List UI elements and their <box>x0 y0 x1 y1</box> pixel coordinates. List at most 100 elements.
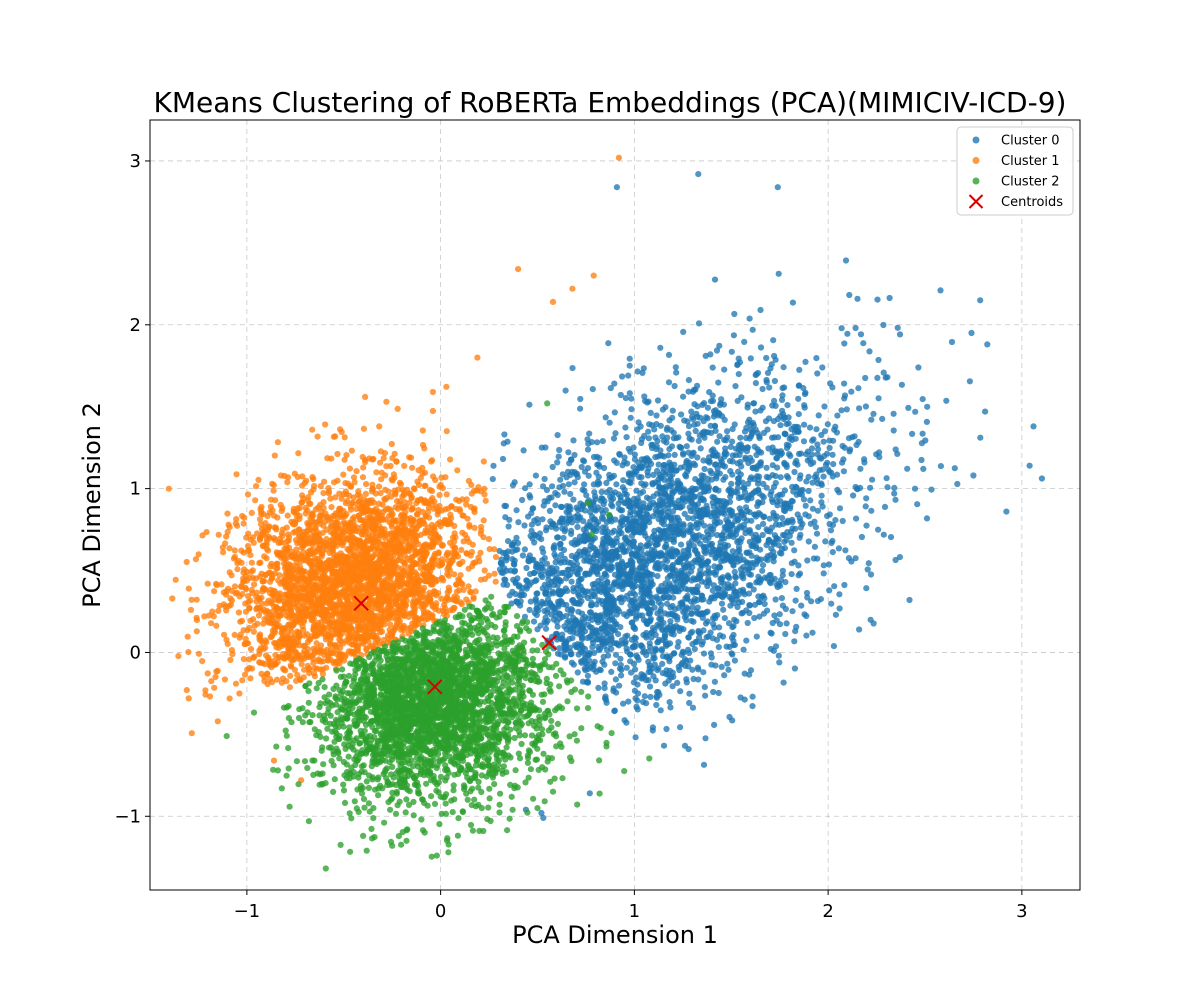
data-point <box>645 465 652 472</box>
data-point <box>654 573 661 580</box>
data-point <box>600 501 607 508</box>
data-point <box>608 645 615 653</box>
data-point <box>580 518 587 525</box>
data-point <box>687 507 694 515</box>
data-point <box>824 459 831 466</box>
data-point <box>643 494 651 501</box>
data-point <box>970 472 977 479</box>
data-point <box>570 496 577 503</box>
data-point <box>613 538 620 546</box>
data-point <box>551 568 558 576</box>
data-point <box>829 384 836 391</box>
data-point <box>738 509 745 516</box>
data-point <box>951 465 958 472</box>
data-point <box>251 581 258 588</box>
data-point <box>568 539 575 547</box>
data-point <box>610 685 617 692</box>
data-point <box>578 598 585 605</box>
data-point <box>887 534 895 541</box>
data-point <box>968 329 975 337</box>
data-point <box>506 592 513 599</box>
data-point <box>821 403 828 410</box>
data-point <box>686 690 693 697</box>
data-point <box>550 590 557 597</box>
data-point <box>826 468 833 475</box>
data-point <box>677 724 684 731</box>
data-point <box>538 572 545 579</box>
data-point <box>835 545 843 552</box>
data-point <box>797 524 805 531</box>
data-point <box>783 421 790 428</box>
data-point <box>616 608 623 615</box>
data-point <box>700 761 708 768</box>
data-point <box>277 472 285 479</box>
data-point <box>746 571 753 578</box>
data-point <box>737 694 744 701</box>
data-point <box>840 468 848 475</box>
data-point <box>505 523 512 530</box>
data-point <box>713 636 721 644</box>
data-point <box>919 430 926 437</box>
data-point <box>572 554 579 561</box>
data-point <box>711 512 718 519</box>
data-point <box>538 598 546 606</box>
data-point <box>875 356 882 364</box>
data-point <box>726 574 733 582</box>
data-point <box>749 326 756 333</box>
data-point <box>685 552 692 559</box>
data-point <box>671 451 678 458</box>
data-point <box>520 447 527 454</box>
data-point <box>255 476 262 483</box>
data-point <box>554 623 561 630</box>
data-point <box>621 459 628 466</box>
data-point <box>646 662 653 669</box>
data-point <box>721 615 728 622</box>
data-point <box>836 605 843 612</box>
data-point <box>719 532 726 539</box>
data-point <box>866 348 873 355</box>
data-point <box>659 514 666 521</box>
data-point <box>767 629 774 636</box>
data-point <box>735 446 742 453</box>
data-point <box>783 473 791 480</box>
data-point <box>759 404 766 411</box>
data-point <box>505 538 512 545</box>
data-point <box>651 527 658 535</box>
data-point <box>782 605 789 613</box>
data-point <box>749 693 756 700</box>
data-point <box>774 464 781 471</box>
data-point <box>627 414 634 421</box>
data-point <box>761 595 768 602</box>
data-point <box>829 521 837 529</box>
data-point <box>646 599 653 606</box>
data-point <box>914 501 921 508</box>
data-point <box>739 479 746 486</box>
data-point <box>671 576 679 584</box>
data-point <box>827 527 835 534</box>
data-point <box>526 552 533 559</box>
data-point <box>589 386 596 393</box>
data-point <box>648 606 655 614</box>
data-point <box>599 495 606 502</box>
data-point <box>552 502 559 509</box>
data-point <box>746 416 753 423</box>
data-point <box>732 573 739 580</box>
data-point <box>759 499 766 506</box>
data-point <box>595 643 602 650</box>
data-point <box>650 471 657 478</box>
data-point <box>581 645 589 653</box>
data-point <box>623 645 630 652</box>
data-point <box>738 570 745 577</box>
data-point <box>896 331 904 338</box>
data-point <box>672 567 679 574</box>
data-point <box>779 385 786 392</box>
data-point <box>840 456 847 463</box>
data-point <box>526 606 533 614</box>
data-point <box>559 613 566 621</box>
data-point <box>581 487 588 494</box>
data-point <box>613 481 620 488</box>
data-point <box>875 526 882 533</box>
data-point <box>640 593 647 601</box>
data-point <box>622 548 630 555</box>
data-point <box>701 400 708 407</box>
